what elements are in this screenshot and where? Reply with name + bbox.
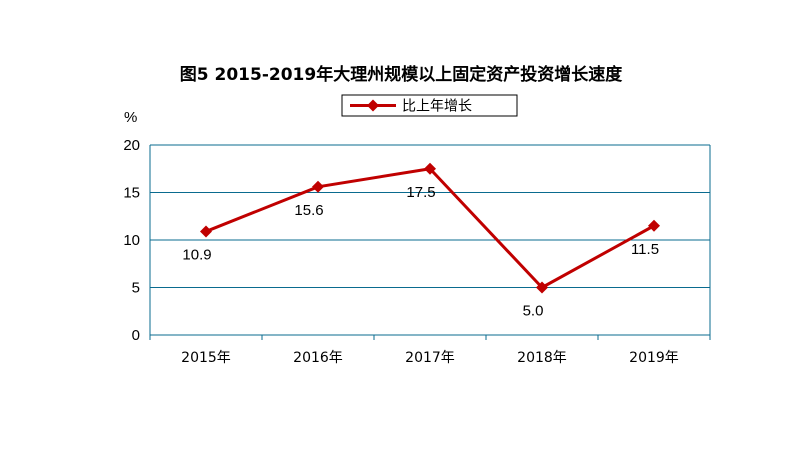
data-label: 5.0 [523, 303, 544, 320]
data-label: 17.5 [406, 184, 435, 201]
x-tick-label: 2018年 [517, 350, 567, 366]
legend-marker [367, 99, 379, 112]
x-tick-label: 2017年 [405, 350, 455, 366]
y-tick-label: 0 [132, 327, 140, 344]
y-tick-label: 15 [123, 185, 140, 202]
data-label: 15.6 [294, 202, 323, 219]
data-point [312, 180, 324, 193]
x-tick-label: 2015年 [181, 350, 231, 366]
legend: 比上年增长 [341, 94, 518, 117]
data-point [536, 281, 548, 294]
data-point [648, 219, 660, 232]
y-tick-label: 10 [123, 232, 140, 249]
data-label: 11.5 [631, 241, 659, 258]
legend-box [341, 94, 518, 117]
data-label: 10.9 [182, 246, 211, 263]
plot-area: 0 5 10 15 20 2015年 2016年 2017年 2018年 2019年 10.9 15.… [123, 137, 711, 366]
y-axis-unit: % [124, 109, 137, 126]
legend-label: 比上年增长 [402, 99, 472, 115]
x-tick-label: 2016年 [293, 350, 343, 366]
x-tick-label: 2019年 [629, 350, 679, 366]
y-tick-label: 5 [132, 280, 140, 297]
y-tick-label: 20 [123, 137, 140, 154]
chart-title: 图5 2015-2019年大理州规模以上固定资产投资增长速度 [180, 64, 623, 85]
data-point [424, 162, 436, 175]
data-point [200, 225, 212, 238]
